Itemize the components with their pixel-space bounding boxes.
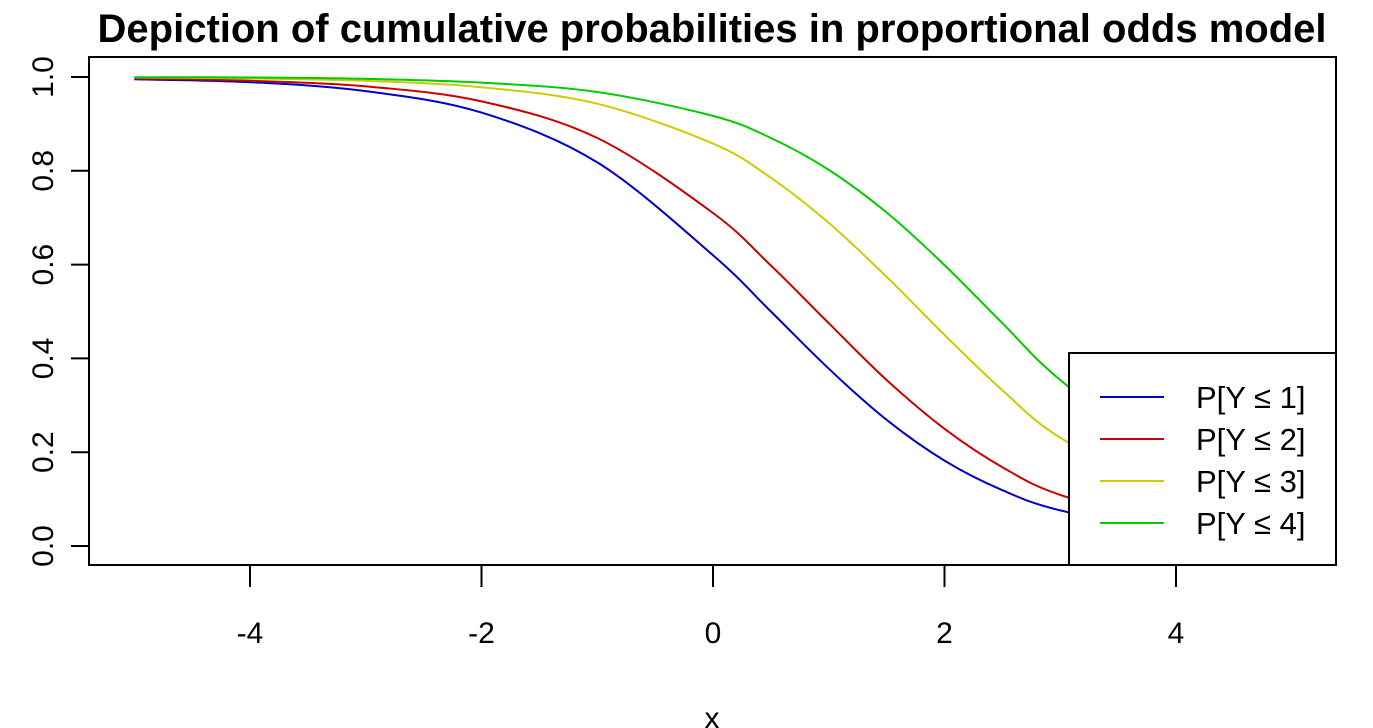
y-tick-label: 0.4 [27, 338, 60, 380]
x-tick-label: 2 [936, 617, 953, 650]
plot-frame [88, 56, 1337, 566]
series-line-3 [134, 76, 1293, 529]
x-tick-label: 4 [1168, 617, 1185, 650]
legend-label: P[Y ≤ 4] [1196, 506, 1306, 541]
x-tick-label: -4 [237, 617, 264, 650]
y-tick-label: 0.8 [27, 150, 60, 192]
y-tick-label: 0.2 [27, 431, 60, 473]
x-axis-label: x [705, 702, 720, 728]
legend-box [1068, 352, 1337, 566]
legend-label: P[Y ≤ 3] [1196, 464, 1306, 499]
series-line-1 [134, 78, 1292, 542]
legend: P[Y ≤ 1] P[Y ≤ 2] P[Y ≤ 3] P[Y ≤ 4] [1068, 352, 1337, 566]
y-tick-label: 1.0 [27, 56, 60, 98]
series-line-2 [134, 77, 1292, 540]
chart-title: Depiction of cumulative probabilities in… [98, 7, 1327, 51]
x-axis: -4 -2 0 2 4 [237, 564, 1185, 650]
legend-label: P[Y ≤ 1] [1196, 380, 1306, 415]
y-axis: 0.0 0.2 0.4 0.6 0.8 1.0 [27, 56, 90, 567]
y-tick-label: 0.6 [27, 244, 60, 286]
y-tick-label: 0.0 [27, 525, 60, 567]
legend-label: P[Y ≤ 2] [1196, 422, 1306, 457]
x-tick-label: -2 [468, 617, 495, 650]
x-tick-label: 0 [705, 617, 722, 650]
